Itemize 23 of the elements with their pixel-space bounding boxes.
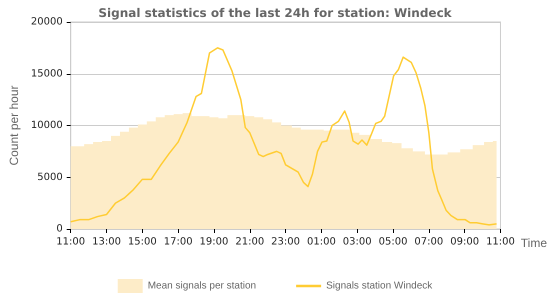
x-tick-label: 11:00 xyxy=(56,236,86,248)
x-tick-label: 19:00 xyxy=(200,236,228,248)
x-tick-label: 07:00 xyxy=(414,236,444,248)
x-tick-label: 11:00 xyxy=(486,236,515,248)
y-tick-label: 5000 xyxy=(37,172,63,183)
legend-label: Mean signals per station xyxy=(148,280,256,292)
x-tick-label: 23:00 xyxy=(271,236,300,248)
x-tick-label: 13:00 xyxy=(92,236,121,248)
x-tick-label: 01:00 xyxy=(306,236,336,248)
x-tick-label: 03:00 xyxy=(342,236,372,248)
y-tick-label: 10000 xyxy=(30,120,63,131)
legend-label: Signals station Windeck xyxy=(326,280,434,292)
y-tick-label: 15000 xyxy=(30,68,63,80)
x-tick-label: 09:00 xyxy=(450,236,480,248)
y-axis-title: Count per hour xyxy=(7,85,21,166)
x-tick-label: 05:00 xyxy=(378,236,408,248)
chart-title: Signal statistics of the last 24h for station: Windeck xyxy=(98,6,453,20)
y-tick-label: 0 xyxy=(56,224,63,234)
x-tick-label: 17:00 xyxy=(164,236,193,248)
x-tick-label: 21:00 xyxy=(235,236,264,248)
y-tick-label: 20000 xyxy=(30,16,63,28)
x-axis-title: Time xyxy=(520,236,548,250)
x-tick-label: 15:00 xyxy=(128,236,157,248)
